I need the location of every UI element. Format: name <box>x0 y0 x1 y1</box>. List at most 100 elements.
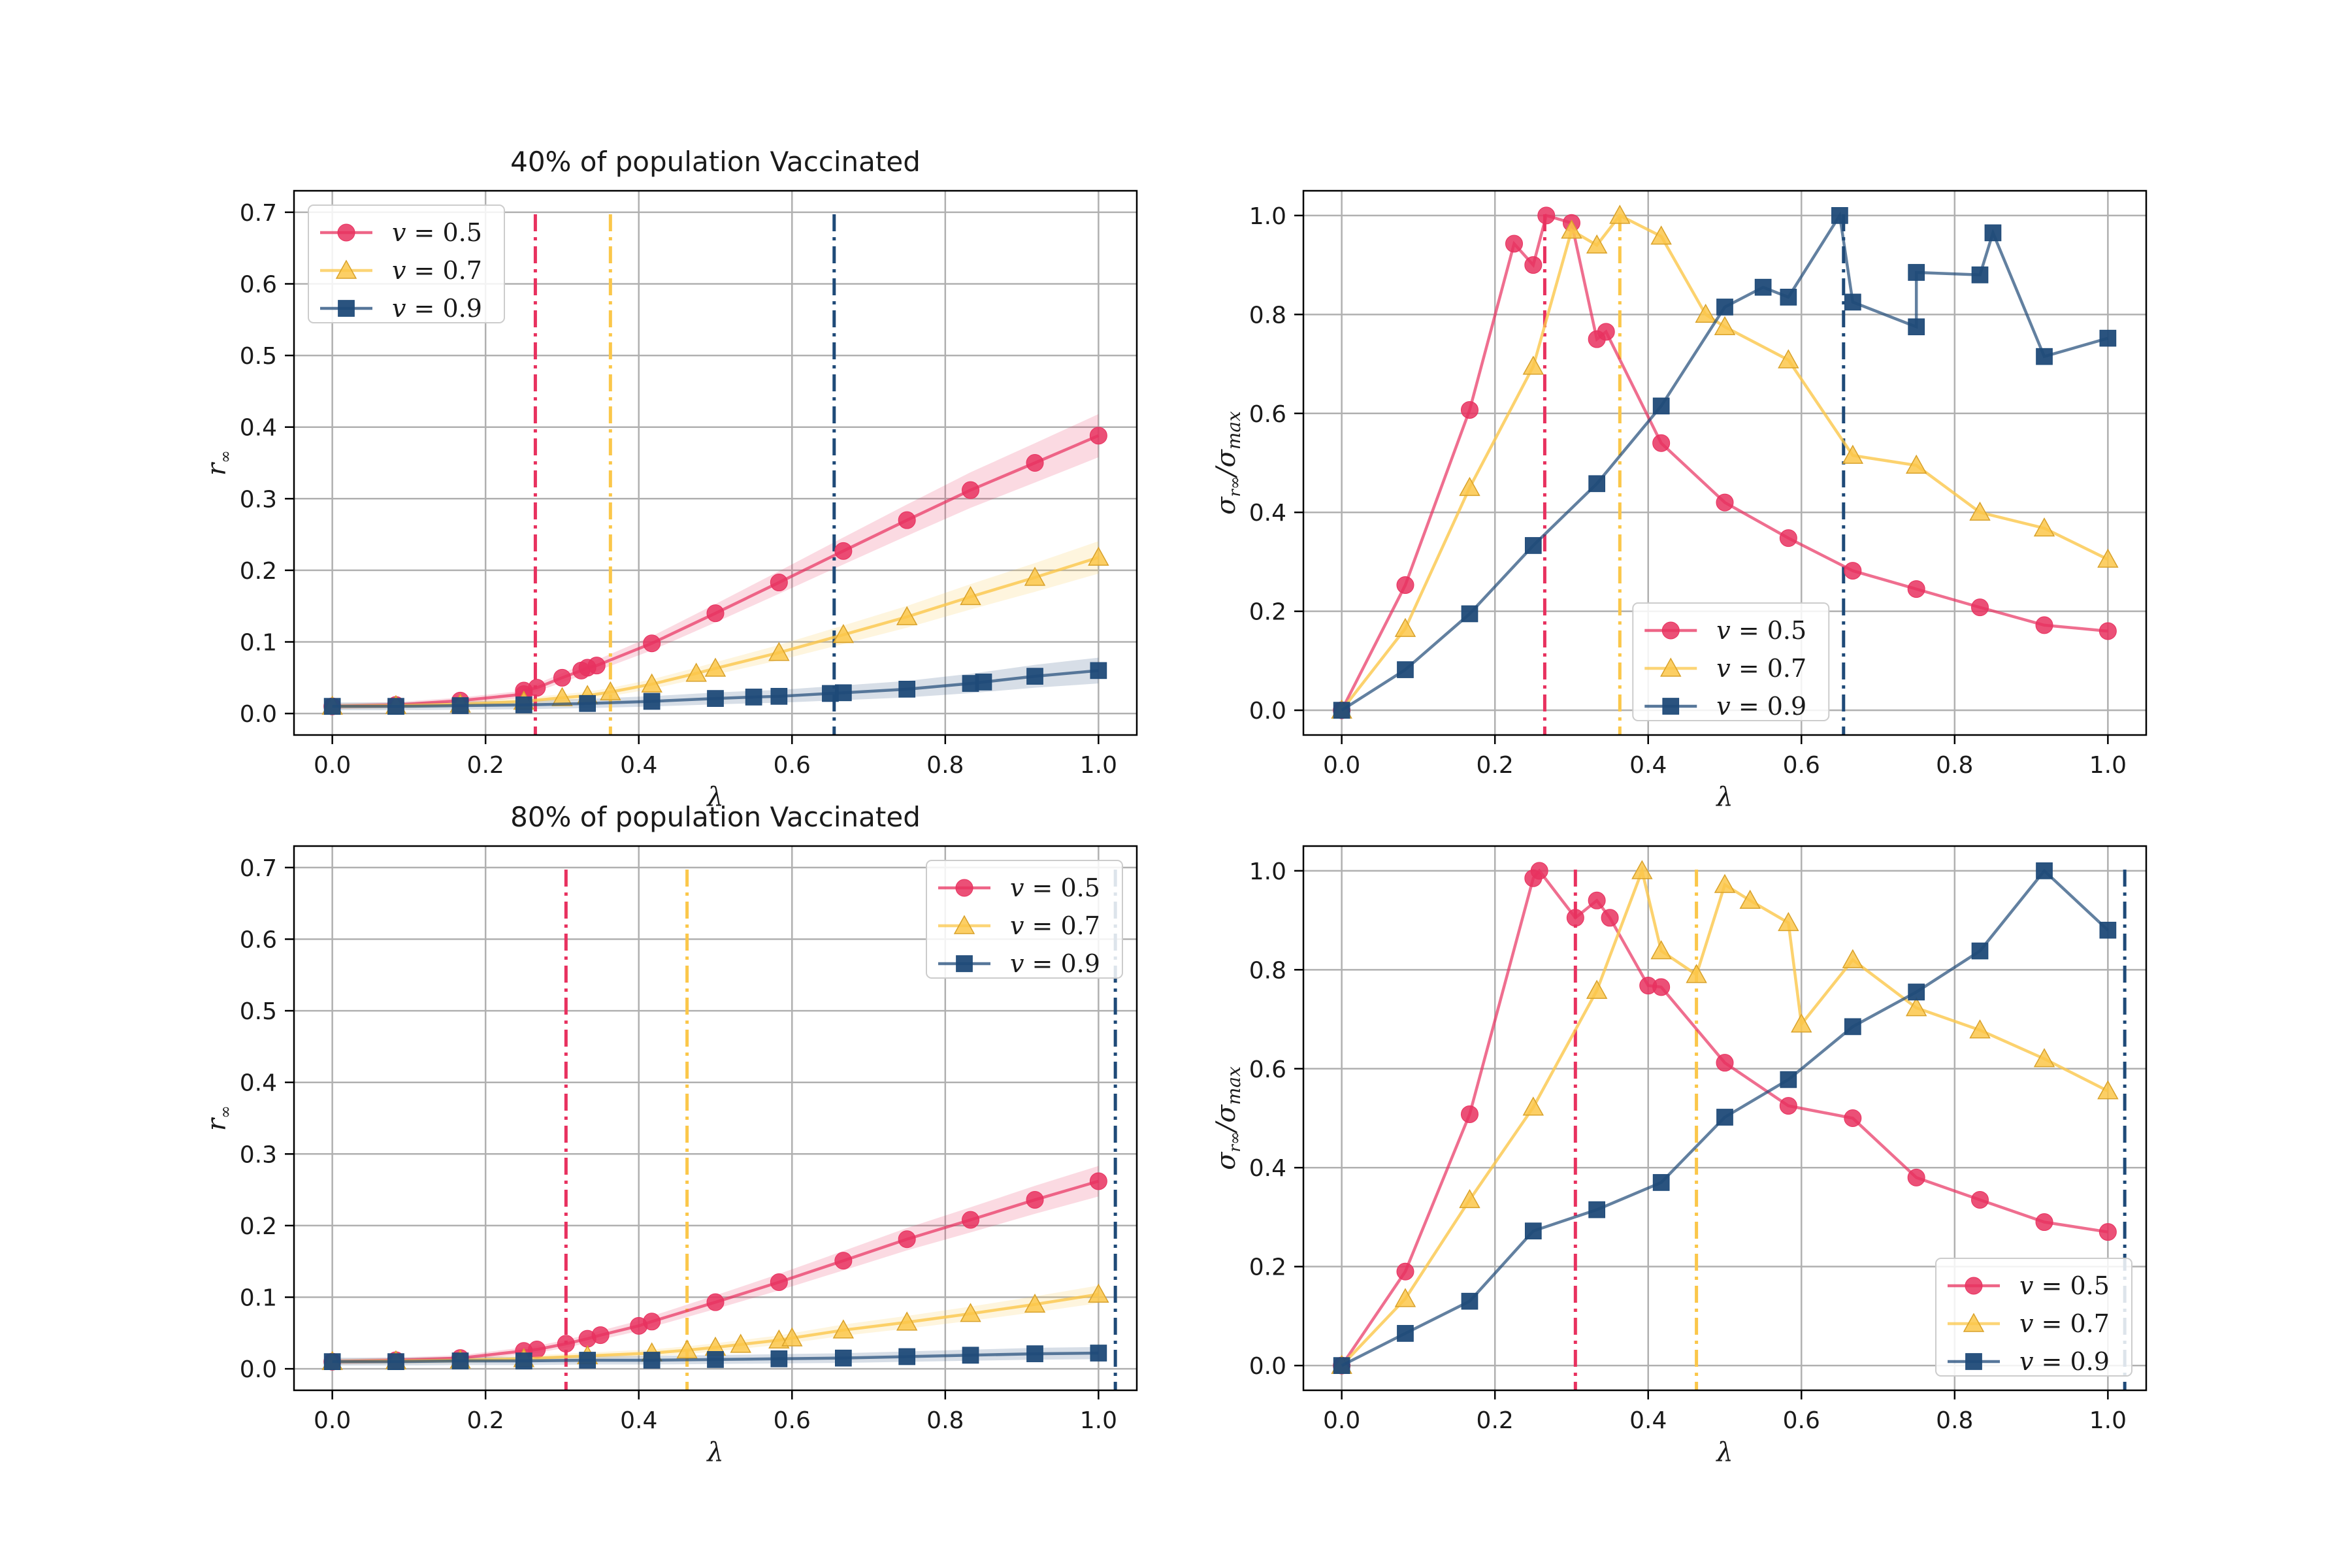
x-tick-label: 0.4 <box>620 1407 657 1434</box>
data-point-v09 <box>1754 278 1772 296</box>
axes-frame <box>293 845 1138 1392</box>
legend-marker-v09 <box>338 300 355 317</box>
data-point-v05 <box>1601 909 1619 927</box>
legend-marker-v05 <box>337 223 355 242</box>
axes-frame <box>1302 845 2148 1392</box>
x-axis-label: λ <box>706 782 723 812</box>
data-point-v09 <box>1461 605 1478 623</box>
data-point-v09 <box>323 698 341 715</box>
data-point-v09 <box>898 1348 916 1365</box>
y-tick-label: 0.6 <box>1249 1056 1286 1083</box>
data-point-v09 <box>515 696 532 713</box>
y-tick-label: 0.0 <box>1249 698 1286 725</box>
data-point-v05 <box>962 481 980 499</box>
data-point-v05 <box>1716 1054 1734 1072</box>
x-tick-label: 0.6 <box>774 752 811 779</box>
legend-label-v05: v = 0.5 <box>1010 874 1100 902</box>
legend-label-v05: v = 0.5 <box>1716 616 1806 645</box>
data-point-v07 <box>1650 940 1672 960</box>
data-point-v07 <box>2097 548 2119 568</box>
panel-bottom-right-chart: 0.0 0.2 0.4 0.6 0.8 1.0 0.0 0.2 0.4 0.6 0.8 1.0 λ σr∞… <box>1211 845 2148 1467</box>
data-point-v05 <box>1026 454 1044 472</box>
panel-top-right-chart: 0.0 0.2 0.4 0.6 0.8 1.0 0.0 0.2 0.4 0.6 0.8 1.0 λ σr∞… <box>1211 189 2148 812</box>
x-tick-label: 0.0 <box>314 1407 351 1434</box>
data-point-v09 <box>770 687 788 705</box>
data-point-v05 <box>770 1273 788 1291</box>
data-point-v09 <box>1971 942 1989 960</box>
data-point-v05 <box>1907 1168 1925 1186</box>
legend-marker-v07 <box>953 915 975 934</box>
data-point-v09 <box>1908 318 1925 336</box>
x-tick-label: 0.4 <box>1629 752 1667 779</box>
data-point-v05 <box>1844 1109 1862 1127</box>
data-point-v09 <box>707 1351 724 1368</box>
series-line-v07 <box>1340 214 2109 711</box>
confidence-band-v05 <box>332 1166 1099 1365</box>
data-point-v07 <box>730 1333 751 1353</box>
data-point-v09 <box>1090 662 1107 679</box>
x-tick-label: 1.0 <box>1080 1407 1117 1434</box>
legend-label-v07: v = 0.7 <box>1010 911 1100 940</box>
data-point-v09 <box>1908 264 1925 281</box>
y-tick-label: 1.0 <box>1249 203 1286 230</box>
data-point-v07 <box>781 1327 803 1347</box>
data-point-v07 <box>896 1311 918 1331</box>
data-point-v05 <box>1396 1262 1414 1281</box>
x-tick-label: 1.0 <box>2089 1407 2127 1434</box>
legend: v = 0.5 v = 0.7 v = 0.9 <box>926 860 1123 979</box>
y-tick-label: 0.8 <box>1249 302 1286 329</box>
data-point-v07 <box>704 657 727 677</box>
data-point-v09 <box>579 1352 596 1369</box>
data-point-v05 <box>1652 434 1671 452</box>
y-axis-label: σr∞/σmax <box>1211 1066 1245 1170</box>
x-tick-label: 0.2 <box>467 1407 504 1434</box>
data-point-v09 <box>1026 668 1043 685</box>
y-tick-label: 0.0 <box>240 1356 277 1383</box>
data-point-v07 <box>1714 316 1736 335</box>
data-point-v07 <box>1650 225 1672 245</box>
legend-label-v07: v = 0.7 <box>392 256 482 285</box>
data-point-v09 <box>834 1349 852 1367</box>
data-point-v09 <box>1908 983 1925 1001</box>
data-point-v09 <box>643 693 661 710</box>
data-point-v09 <box>1780 1071 1797 1088</box>
data-point-v09 <box>2036 348 2053 365</box>
data-point-v05 <box>1026 1190 1044 1209</box>
data-point-v05 <box>1566 909 1584 927</box>
legend-marker-v09 <box>1662 698 1680 715</box>
y-tick-label: 0.0 <box>240 701 277 728</box>
data-point-v09 <box>975 674 992 691</box>
chart-title: 40% of population Vaccinated <box>510 146 921 178</box>
data-point-v09 <box>1588 475 1606 493</box>
legend-box <box>308 204 505 323</box>
legend: v = 0.5 v = 0.7 v = 0.9 <box>1935 1258 2132 1377</box>
data-point-v09 <box>1397 661 1414 678</box>
data-point-v07 <box>1394 1288 1416 1307</box>
legend-marker-v07 <box>335 259 357 279</box>
data-point-v09 <box>323 1353 341 1371</box>
data-point-v07 <box>1459 476 1480 497</box>
data-point-v07 <box>1088 546 1109 566</box>
data-point-v07 <box>1586 979 1608 999</box>
data-point-v07 <box>551 687 573 706</box>
data-point-v07 <box>1842 444 1864 464</box>
data-point-v07 <box>1969 1019 1991 1039</box>
data-point-v05 <box>2099 1223 2117 1241</box>
data-point-v09 <box>579 694 596 712</box>
data-point-v09 <box>1831 207 1848 224</box>
legend-label-v07: v = 0.7 <box>1716 654 1806 683</box>
y-axis-label: σr∞/σmax <box>1211 411 1245 515</box>
y-tick-label: 0.6 <box>240 271 277 298</box>
data-point-v05 <box>643 634 661 653</box>
y-tick-label: 1.0 <box>1249 858 1286 885</box>
x-tick-label: 0.2 <box>467 752 504 779</box>
data-point-v07 <box>685 662 707 682</box>
x-tick-label: 0.6 <box>1783 752 1820 779</box>
data-point-v05 <box>1971 1190 1989 1209</box>
data-point-v07 <box>1561 220 1582 239</box>
data-point-v05 <box>1597 323 1615 341</box>
data-point-v09 <box>1588 1201 1606 1218</box>
data-point-v09 <box>1461 1292 1478 1310</box>
data-point-v09 <box>962 1347 979 1364</box>
